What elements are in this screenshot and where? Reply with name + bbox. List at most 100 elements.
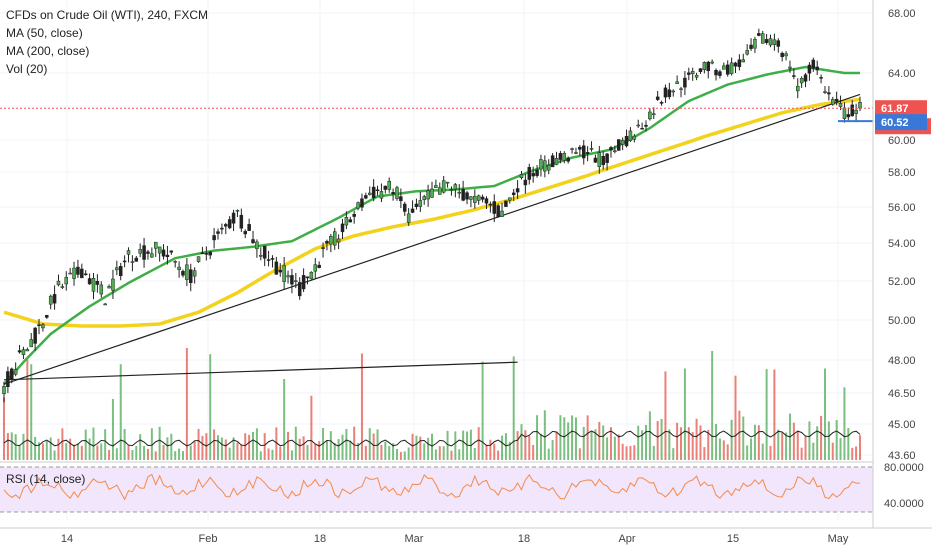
candle-body: [138, 249, 142, 254]
candle-body: [83, 273, 88, 276]
candle-body: [457, 191, 461, 194]
volume-bar: [785, 432, 788, 460]
volume-bar: [469, 429, 472, 460]
volume-bar: [613, 436, 616, 460]
volume-bar: [839, 438, 842, 460]
volume-bar: [423, 443, 426, 460]
candle-body: [729, 62, 734, 74]
candle-body: [25, 349, 30, 352]
candle-body: [784, 53, 788, 57]
x-tick-label: 14: [61, 533, 73, 545]
candle-body: [543, 160, 547, 172]
candle-body: [492, 201, 497, 214]
volume-bar: [34, 436, 37, 460]
volume-bar: [578, 448, 581, 460]
candle-body: [41, 324, 45, 329]
volume-bar: [648, 411, 651, 460]
candle-body: [827, 92, 831, 95]
candle-body: [714, 70, 718, 76]
candle-body: [231, 212, 236, 224]
y-tick-label: 60.00: [888, 135, 916, 147]
candle-body: [418, 200, 423, 207]
volume-bar: [399, 451, 402, 460]
volume-bar: [442, 446, 445, 460]
volume-bar: [30, 364, 33, 460]
candle-body: [449, 189, 454, 191]
volume-bar: [84, 429, 87, 460]
candle-body: [570, 148, 574, 150]
volume-bar: [571, 415, 574, 460]
candle-body: [146, 251, 150, 254]
volume-bar: [349, 440, 352, 460]
volume-bar: [695, 418, 698, 460]
volume-bar: [481, 361, 484, 460]
volume-bar: [680, 427, 683, 460]
volume-bar: [637, 425, 640, 460]
volume-bar: [812, 442, 815, 460]
candle-body: [356, 202, 360, 209]
candle-body: [854, 109, 858, 114]
volume-bar: [590, 431, 593, 460]
x-tick-label: 18: [314, 533, 326, 545]
volume-bar: [244, 433, 247, 460]
candle-body: [807, 64, 812, 74]
volume-bar: [477, 427, 480, 460]
volume-bar: [851, 447, 854, 460]
volume-bar: [143, 445, 146, 460]
candle-body: [702, 62, 707, 70]
volume-bar: [796, 431, 799, 460]
volume-bar: [372, 433, 375, 460]
candle-body: [601, 156, 605, 166]
chart-legend: CFDs on Crude Oil (WTI), 240, FXCM MA (5…: [6, 6, 208, 78]
candle-body: [422, 196, 426, 200]
volume-bar: [781, 432, 784, 460]
volume-bar: [178, 448, 181, 460]
volume-bar: [360, 353, 363, 460]
candle-body: [683, 77, 687, 88]
volume-bar: [676, 422, 679, 460]
candle-body: [574, 152, 578, 154]
volume-bar: [329, 431, 332, 460]
volume-bar: [532, 444, 535, 460]
volume-bar: [645, 425, 647, 460]
candle-body: [111, 278, 115, 291]
volume-bar: [306, 444, 309, 460]
volume-bar: [232, 437, 235, 460]
candle-body: [628, 130, 633, 141]
candle-body: [239, 214, 244, 229]
volume-bar: [672, 448, 675, 460]
volume-bar: [742, 416, 745, 460]
volume-bar: [403, 451, 406, 460]
volume-bar: [384, 441, 387, 460]
candle-body: [823, 91, 827, 93]
volume-bar: [454, 431, 457, 460]
candle-body: [290, 275, 294, 285]
y-tick-label: 43.60: [888, 450, 916, 462]
candle-body: [508, 197, 512, 201]
candle-body: [286, 275, 290, 278]
volume-bar: [847, 428, 850, 460]
candle-body: [305, 276, 310, 279]
volume-bar: [325, 440, 328, 460]
candle-body: [297, 282, 302, 297]
volume-bar: [668, 429, 671, 460]
candle-body: [858, 102, 862, 109]
candle-body: [278, 269, 283, 273]
y-tick-label: 48.00: [888, 355, 916, 367]
volume-ma-line: [3, 430, 861, 447]
volume-bar: [411, 433, 414, 460]
candle-body: [523, 179, 528, 186]
volume-bar: [415, 435, 418, 460]
candle-body: [745, 50, 749, 55]
volume-bar: [617, 434, 620, 460]
volume-bar: [224, 439, 227, 460]
candle-body: [64, 277, 69, 285]
candle-body: [496, 205, 500, 217]
volume-bar: [333, 442, 336, 460]
candle-body: [469, 196, 473, 200]
y-tick-label: 50.00: [888, 315, 916, 327]
y-tick-label: 54.00: [888, 238, 916, 250]
candle-body: [313, 264, 318, 272]
volume-bar: [220, 437, 223, 460]
